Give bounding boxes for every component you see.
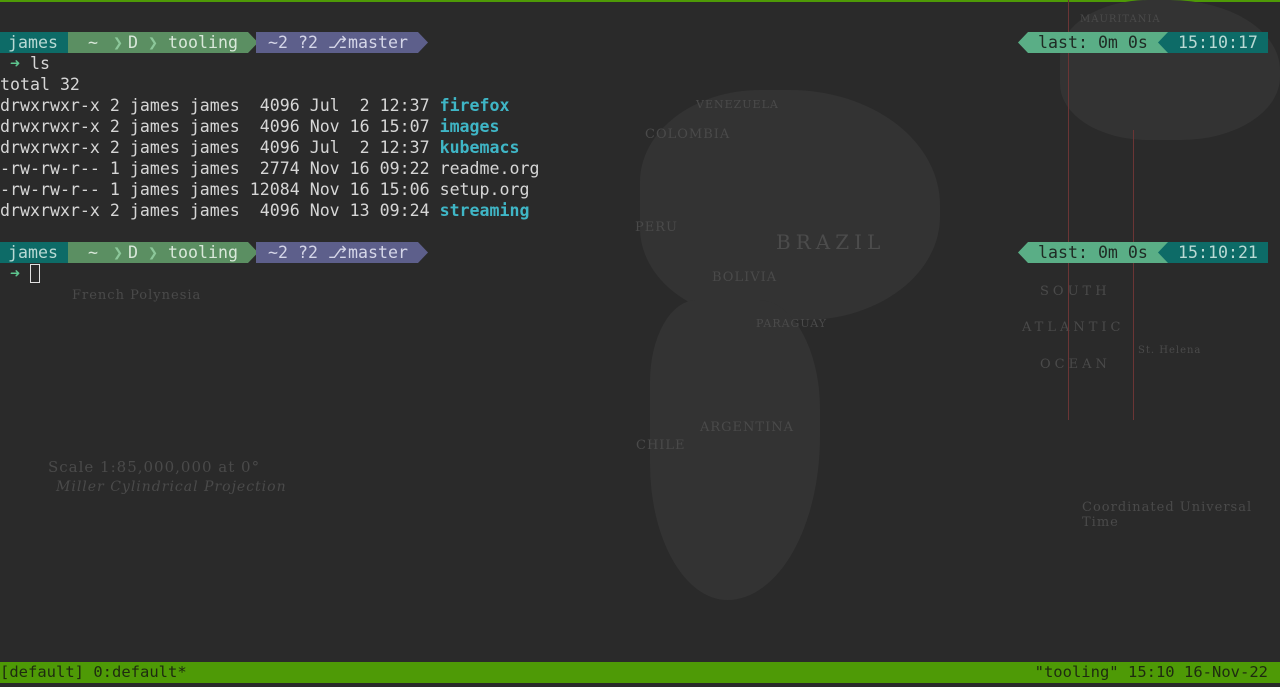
map-label: Scale 1:85,000,000 at 0° (48, 458, 261, 476)
user-segment: james (0, 32, 78, 53)
clock-segment: 15:10:21 (1158, 242, 1268, 263)
ls-row: drwxrwxr-x 2 james james 4096 Jul 2 12:3… (0, 138, 520, 157)
map-label: PARAGUAY (756, 317, 828, 330)
command-text: ls (30, 54, 50, 73)
command-input[interactable]: ➜ (0, 263, 40, 284)
top-border (0, 0, 1280, 2)
user-name: james (8, 33, 58, 52)
tmux-session[interactable]: [default] (0, 663, 84, 681)
git-status: ~2 ?2 (268, 243, 318, 262)
prompt-arrow-icon: ➜ (10, 54, 20, 73)
status-date: 16-Nov-22 (1184, 663, 1268, 681)
ls-row: drwxrwxr-x 2 james james 4096 Jul 2 12:3… (0, 96, 510, 115)
prompt-line: james ~ ❯ D ❯ tooling ~2 ?2 ⎇ master last: 0m … (0, 32, 1280, 53)
ls-row: -rw-rw-r-- 1 james james 12084 Nov 16 15… (0, 180, 530, 199)
tmux-status-right: "tooling" 15:10 16-Nov-22 (1035, 662, 1268, 683)
path-dir: D (128, 243, 138, 262)
last-duration-segment: last: 0m 0s (1018, 32, 1168, 53)
map-label: VENEZUELA (696, 98, 779, 111)
map-label: SOUTH (1040, 284, 1111, 299)
clock: 15:10:21 (1178, 243, 1258, 262)
user-segment: james (0, 242, 78, 263)
map-label: Coordinated Universal Time (1082, 500, 1253, 530)
ls-total: total 32 (0, 75, 80, 94)
clock-segment: 15:10:17 (1158, 32, 1268, 53)
map-label: MAURITANIA (1080, 14, 1161, 25)
dir-name: firefox (439, 96, 510, 115)
user-name: james (8, 243, 58, 262)
git-branch: master (348, 243, 408, 262)
pane-title: "tooling" (1034, 663, 1119, 681)
map-label: OCEAN (1040, 357, 1111, 372)
ls-row: -rw-rw-r-- 1 james james 2774 Nov 16 09:… (0, 159, 540, 178)
path-dir: tooling (168, 33, 238, 52)
map-label: COLOMBIA (645, 127, 731, 142)
git-branch-icon: ⎇ (328, 243, 348, 262)
map-label: French Polynesia (72, 288, 202, 303)
map-label: Miller Cylindrical Projection (56, 479, 287, 495)
git-status: ~2 ?2 (268, 33, 318, 52)
ls-row: drwxrwxr-x 2 james james 4096 Nov 16 15:… (0, 117, 500, 136)
map-label: ATLANTIC (1022, 320, 1125, 335)
git-segment: ~2 ?2 ⎇ master (256, 242, 428, 263)
map-label: CHILE (636, 438, 686, 453)
tmux-status-bar: [default] 0:default* "tooling" 15:10 16-N… (0, 662, 1280, 683)
map-label: BOLIVIA (712, 270, 778, 285)
git-branch-icon: ⎇ (328, 33, 348, 52)
git-segment: ~2 ?2 ⎇ master (256, 32, 428, 53)
git-branch: master (348, 33, 408, 52)
terminal-cursor (30, 264, 40, 283)
map-label: PERU (635, 220, 678, 235)
status-time: 15:10 (1127, 663, 1175, 681)
ls-row: drwxrwxr-x 2 james james 4096 Nov 13 09:… (0, 201, 530, 220)
path-home: ~ (88, 243, 98, 262)
path-dir: D (128, 33, 138, 52)
file-name: setup.org (439, 180, 530, 199)
dir-name: images (439, 117, 500, 136)
path-dir: tooling (168, 243, 238, 262)
map-label: St. Helena (1138, 345, 1202, 356)
last-duration: last: 0m 0s (1038, 33, 1148, 52)
prompt-line: james ~ ❯ D ❯ tooling ~2 ?2 ⎇ master last: 0m … (0, 242, 1280, 263)
path-segment: ~ ❯ D ❯ tooling (68, 242, 258, 263)
tmux-window-tab[interactable]: 0:default* (93, 663, 187, 681)
map-label: ARGENTINA (700, 420, 794, 435)
dir-name: streaming (439, 201, 530, 220)
path-segment: ~ ❯ D ❯ tooling (68, 32, 258, 53)
last-duration-segment: last: 0m 0s (1018, 242, 1168, 263)
path-home: ~ (88, 33, 98, 52)
clock: 15:10:17 (1178, 33, 1258, 52)
last-duration: last: 0m 0s (1038, 243, 1148, 262)
file-name: readme.org (439, 159, 540, 178)
command-line[interactable]: ➜ ls (0, 53, 50, 74)
dir-name: kubemacs (439, 138, 520, 157)
prompt-arrow-icon: ➜ (10, 264, 20, 283)
